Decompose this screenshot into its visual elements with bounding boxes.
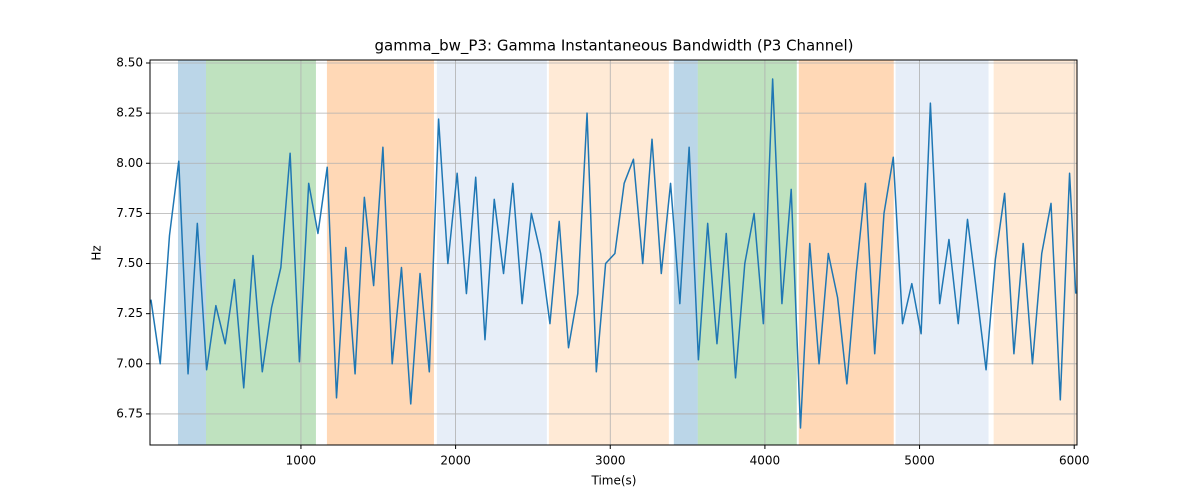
y-tick-label: 7.00 [116, 356, 143, 370]
shaded-span [993, 60, 1077, 445]
y-tick-label: 8.00 [116, 156, 143, 170]
axes-frame [149, 59, 1078, 446]
x-tick-label: 2000 [440, 454, 471, 468]
y-tick-label: 6.75 [116, 406, 143, 420]
x-tick-label: 3000 [595, 454, 626, 468]
x-tick-label: 1000 [286, 454, 317, 468]
y-axis-label: Hz [90, 245, 104, 260]
shaded-span [673, 60, 698, 445]
y-tick-label: 7.50 [116, 256, 143, 270]
y-tick-label: 8.25 [116, 106, 143, 120]
shaded-span [798, 60, 894, 445]
x-tick-label: 6000 [1059, 454, 1090, 468]
x-tick-label: 4000 [750, 454, 781, 468]
chart-title: gamma_bw_P3: Gamma Instantaneous Bandwid… [375, 37, 854, 56]
y-tick-label: 8.50 [116, 56, 143, 70]
y-tick-label: 7.75 [116, 206, 143, 220]
y-tick-label: 7.25 [116, 306, 143, 320]
shaded-span [895, 60, 989, 445]
shaded-span [326, 60, 434, 445]
shaded-span [548, 60, 669, 445]
x-tick-label: 5000 [904, 454, 935, 468]
data-line [150, 78, 1077, 429]
plot-area [150, 60, 1077, 445]
shaded-span [436, 60, 547, 445]
shaded-span [205, 60, 316, 445]
x-axis-label: Time(s) [591, 474, 637, 488]
